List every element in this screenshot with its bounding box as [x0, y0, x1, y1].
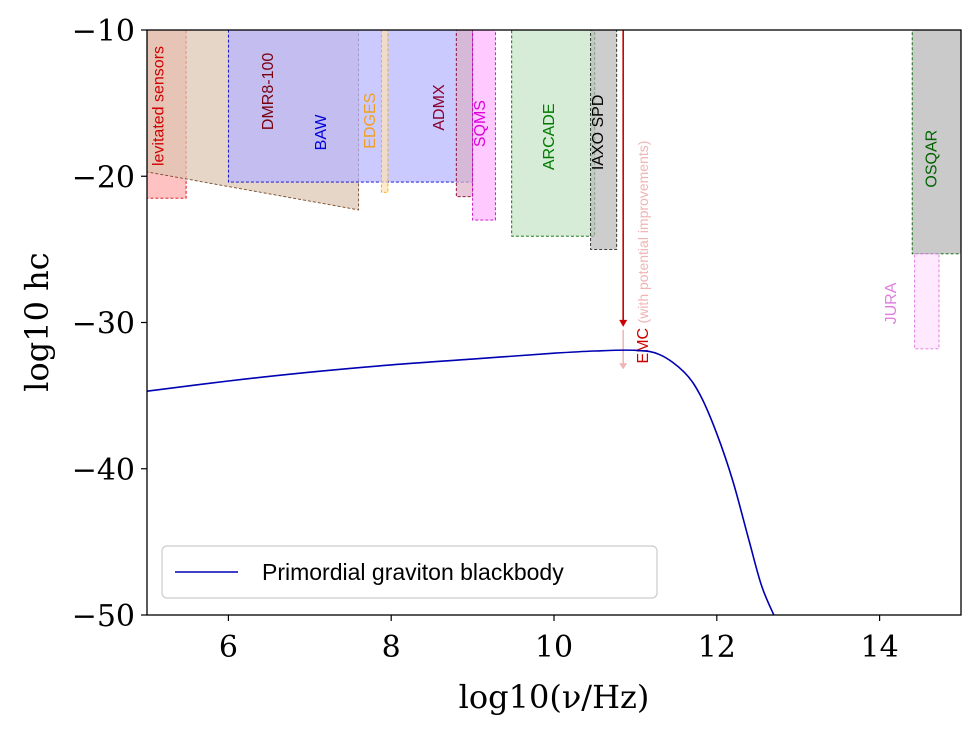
- legend: Primordial graviton blackbody: [161, 545, 658, 599]
- x-tick-label: 6: [219, 630, 238, 665]
- x-tick-label: 12: [698, 630, 736, 665]
- region-jura: [914, 253, 940, 350]
- y-axis: −10 −20 −30 −40 −50: [72, 14, 147, 634]
- label-jura: JURA: [883, 282, 900, 324]
- emc-label-text: EMC: [635, 323, 652, 363]
- label-edges: EDGES: [362, 93, 379, 149]
- label-levitated-sensors: levitated sensors: [150, 46, 167, 166]
- label-dmr8-100: DMR8-100: [260, 53, 277, 130]
- label-iaxo-spd: IAXO SPD: [590, 95, 607, 171]
- label-emc: EMC (with potential improvements): [635, 141, 652, 364]
- label-sqms: SQMS: [472, 100, 489, 147]
- emc-improved-arrowhead: [619, 363, 628, 370]
- legend-label: Primordial graviton blackbody: [262, 559, 564, 585]
- label-arcade: ARCADE: [541, 103, 558, 170]
- y-tick-label: −40: [72, 453, 135, 488]
- region-osqar: [911, 30, 961, 255]
- series-lines: [147, 349, 775, 615]
- region-sqms: [472, 30, 496, 221]
- y-axis-label: log10 hc: [18, 252, 56, 391]
- legend-box: [161, 545, 658, 599]
- emc-arrowhead: [619, 319, 628, 327]
- region-edges: [380, 30, 389, 193]
- label-admx: ADMX: [431, 84, 448, 131]
- x-axis: 6 8 10 12 14: [219, 615, 899, 665]
- y-tick-label: −10: [72, 14, 135, 49]
- label-baw: BAW: [313, 114, 330, 151]
- y-tick-label: −30: [72, 307, 135, 342]
- series-primordial-graviton-blackbody: [147, 349, 775, 615]
- x-tick-label: 14: [861, 630, 899, 665]
- emc-arrows: EMC (with potential improvements): [619, 30, 652, 370]
- y-tick-label: −50: [72, 599, 135, 634]
- experiment-labels: levitated sensors DMR8-100 BAW EDGES ADMX SQM…: [150, 46, 940, 324]
- region-iaxo-spd: [590, 30, 618, 250]
- x-tick-label: 10: [535, 630, 573, 665]
- region-admx: [455, 30, 474, 198]
- y-tick-label: −20: [72, 160, 135, 195]
- region-arcade: [511, 30, 596, 237]
- x-tick-label: 8: [382, 630, 401, 665]
- x-axis-label: log10(ν/Hz): [459, 678, 650, 716]
- experiment-regions: [147, 30, 961, 350]
- label-osqar: OSQAR: [924, 130, 941, 188]
- emc-note-text: (with potential improvements): [635, 141, 651, 324]
